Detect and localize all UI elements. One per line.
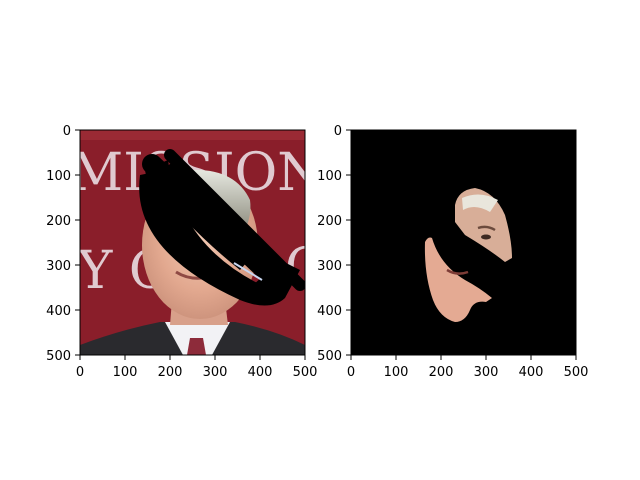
left-y-tick: 500 bbox=[46, 349, 71, 364]
right-x-tick: 0 bbox=[347, 365, 355, 380]
left-y-tick: 0 bbox=[63, 124, 71, 139]
right-y-tick: 400 bbox=[317, 304, 342, 319]
left-y-tick: 100 bbox=[46, 169, 71, 184]
right-y-axis: 0 100 200 300 400 500 bbox=[317, 124, 351, 364]
right-x-tick: 200 bbox=[429, 365, 454, 380]
left-frame bbox=[79, 129, 306, 356]
left-y-tick: 400 bbox=[46, 304, 71, 319]
right-frame bbox=[350, 129, 577, 356]
left-y-tick: 300 bbox=[46, 259, 71, 274]
right-x-tick: 500 bbox=[564, 365, 589, 380]
right-x-tick: 100 bbox=[384, 365, 409, 380]
right-y-tick: 100 bbox=[317, 169, 342, 184]
right-x-tick: 400 bbox=[519, 365, 544, 380]
right-x-axis: 0 100 200 300 400 500 bbox=[347, 355, 589, 380]
tie bbox=[187, 338, 206, 355]
left-image: MISSION Y O C bbox=[80, 130, 305, 355]
left-x-tick: 300 bbox=[203, 365, 228, 380]
left-x-tick: 400 bbox=[248, 365, 273, 380]
left-x-tick: 0 bbox=[76, 365, 84, 380]
right-y-tick: 500 bbox=[317, 349, 342, 364]
right-x-tick: 300 bbox=[474, 365, 499, 380]
left-panel: MISSION Y O C bbox=[46, 124, 318, 380]
left-x-axis: 0 100 200 300 400 500 bbox=[76, 355, 318, 380]
black-background bbox=[351, 130, 576, 355]
left-x-tick: 200 bbox=[158, 365, 183, 380]
left-x-tick: 100 bbox=[113, 365, 138, 380]
right-y-tick: 0 bbox=[334, 124, 342, 139]
mask-overlay bbox=[139, 149, 305, 306]
right-y-tick: 200 bbox=[317, 214, 342, 229]
left-x-tick: 500 bbox=[293, 365, 318, 380]
right-panel: 0 100 200 300 400 500 0 100 200 300 400 … bbox=[317, 124, 588, 380]
left-y-tick: 200 bbox=[46, 214, 71, 229]
left-y-axis: 0 100 200 300 400 500 bbox=[46, 124, 80, 364]
right-image bbox=[351, 130, 576, 355]
lower-face-fragment bbox=[424, 237, 492, 322]
right-y-tick: 300 bbox=[317, 259, 342, 274]
